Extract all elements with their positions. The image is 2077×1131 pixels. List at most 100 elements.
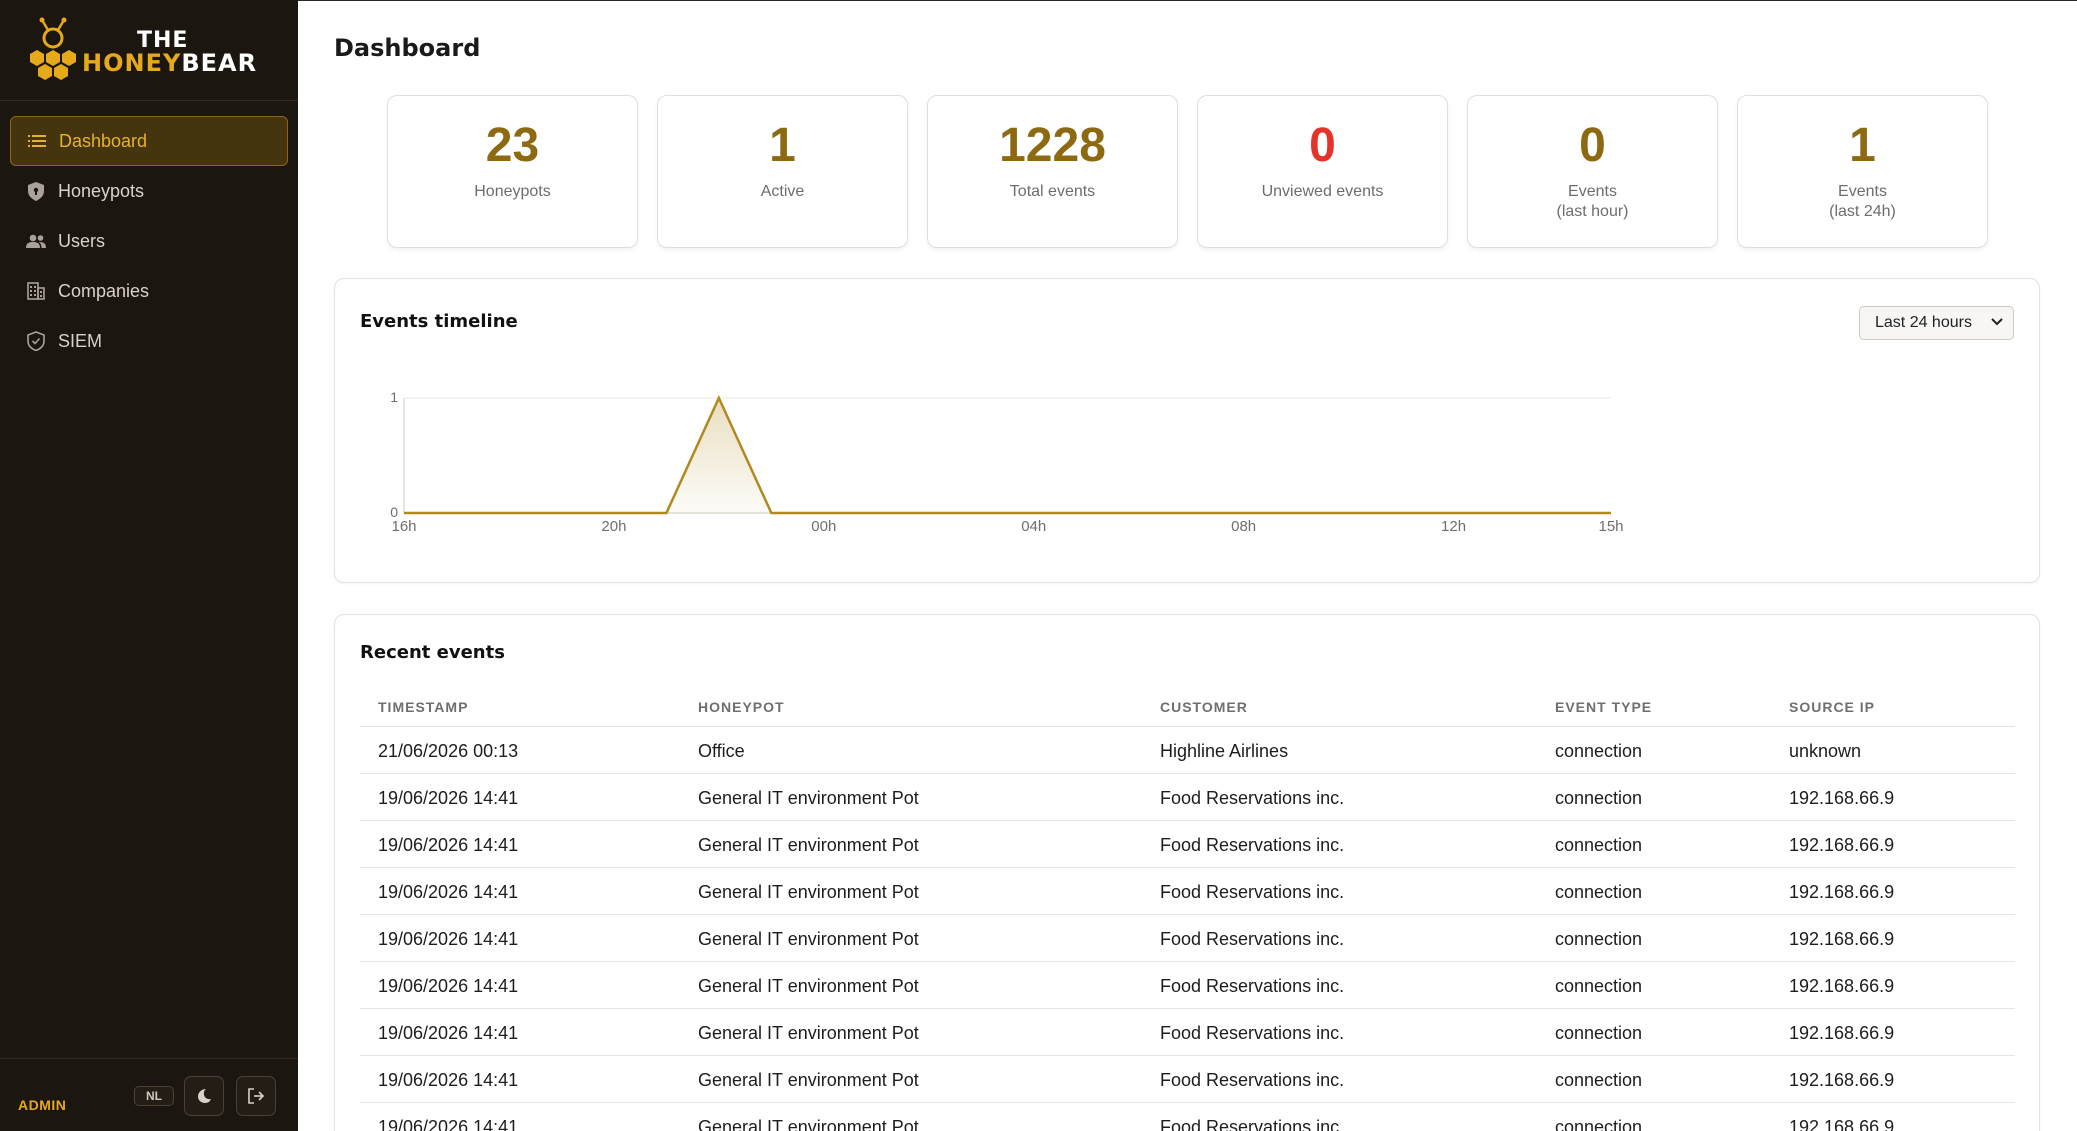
cell-event-type: connection <box>1555 1023 1643 1043</box>
sidebar-footer-divider <box>0 1058 298 1059</box>
y-tick-label: 1 <box>390 389 398 405</box>
column-header-source-ip[interactable]: SOURCE IP <box>1789 699 1876 715</box>
column-header-event-type[interactable]: EVENT TYPE <box>1555 699 1653 715</box>
column-header-customer[interactable]: CUSTOMER <box>1160 699 1248 715</box>
stat-value: 1 <box>769 119 796 172</box>
x-tick-label: 20h <box>601 518 626 535</box>
sidebar-item-label: Companies <box>58 280 150 301</box>
events-timeline-panel: Events timeline Last 24 hours 0 1 16h 20h 00… <box>334 278 2040 583</box>
series-area <box>404 398 1611 513</box>
stat-card-total-events: 1228 Total events <box>927 95 1178 248</box>
logout-button[interactable] <box>236 1076 276 1116</box>
shield-icon <box>26 181 46 201</box>
top-border <box>298 0 2077 1</box>
sidebar: THE HONEYBEAR Dashboard Honeypots Users <box>0 0 298 1131</box>
stat-card-honeypots: 23 Honeypots <box>387 95 638 248</box>
shield-check-icon <box>26 331 46 351</box>
stat-label: Honeypots <box>474 183 551 200</box>
cell-event-type: connection <box>1555 835 1643 855</box>
table-row[interactable]: 19/06/2026 14:41 General IT environment P… <box>360 868 2015 915</box>
table-row[interactable]: 19/06/2026 14:41 General IT environment P… <box>360 1009 2015 1056</box>
sidebar-item-siem[interactable]: SIEM <box>10 316 288 366</box>
user-role: ADMIN <box>18 1097 67 1113</box>
y-tick-label: 0 <box>390 504 398 520</box>
sidebar-divider <box>0 100 298 101</box>
x-tick-label: 16h <box>391 518 416 535</box>
stat-label: Active <box>760 183 805 200</box>
cell-timestamp: 19/06/2026 14:41 <box>378 882 519 902</box>
stat-label: Total events <box>1009 183 1096 200</box>
cell-customer: Food Reservations inc. <box>1160 976 1345 996</box>
cell-source-ip: 192.168.66.9 <box>1789 882 1895 902</box>
stats-row: 23 Honeypots 1 Active 1228 Total events … <box>387 95 1988 248</box>
cell-timestamp: 19/06/2026 14:41 <box>378 1117 519 1131</box>
brand[interactable]: THE HONEYBEAR <box>18 16 280 86</box>
language-toggle-button[interactable]: NL <box>134 1086 174 1106</box>
cell-event-type: connection <box>1555 1070 1643 1090</box>
brand-bear: BEAR <box>181 49 258 77</box>
x-tick-label: 15h <box>1598 518 1623 535</box>
cell-source-ip: 192.168.66.9 <box>1789 1023 1895 1043</box>
sidebar-nav: Dashboard Honeypots Users Companies SIEM <box>0 116 298 366</box>
list-icon <box>27 131 47 151</box>
cell-event-type: connection <box>1555 1117 1643 1131</box>
stat-value: 0 <box>1309 119 1336 172</box>
time-range-select[interactable]: Last 24 hours <box>1859 306 2014 340</box>
stat-value: 23 <box>485 119 540 172</box>
logout-icon <box>248 1088 265 1104</box>
timeline-title: Events timeline <box>360 311 518 332</box>
table-row[interactable]: 19/06/2026 14:41 General IT environment P… <box>360 774 2015 821</box>
series-line <box>404 394 1611 515</box>
table-row[interactable]: 19/06/2026 14:41 General IT environment P… <box>360 1056 2015 1103</box>
cell-customer: Food Reservations inc. <box>1160 1117 1345 1131</box>
theme-toggle-button[interactable] <box>184 1076 224 1116</box>
cell-timestamp: 19/06/2026 14:41 <box>378 976 519 996</box>
moon-icon <box>198 1089 211 1103</box>
x-tick-label: 00h <box>811 518 836 535</box>
table-row[interactable]: 19/06/2026 14:41 General IT environment P… <box>360 915 2015 962</box>
cell-event-type: connection <box>1555 741 1643 761</box>
cell-customer: Food Reservations inc. <box>1160 929 1345 949</box>
sidebar-item-label: SIEM <box>58 330 103 351</box>
cell-honeypot: Office <box>698 741 745 761</box>
cell-source-ip: 192.168.66.9 <box>1789 835 1895 855</box>
cell-event-type: connection <box>1555 788 1643 808</box>
x-tick-label: 04h <box>1021 518 1046 535</box>
sidebar-item-companies[interactable]: Companies <box>10 266 288 316</box>
table-row[interactable]: 19/06/2026 14:41 General IT environment P… <box>360 1103 2015 1131</box>
cell-timestamp: 19/06/2026 14:41 <box>378 835 519 855</box>
column-header-timestamp[interactable]: TIMESTAMP <box>378 699 469 715</box>
page-title: Dashboard <box>334 34 481 62</box>
stat-value: 1 <box>1849 119 1876 172</box>
cell-honeypot: General IT environment Pot <box>698 882 919 902</box>
table-row[interactable]: 21/06/2026 00:13 Office Highline Airlines c… <box>360 727 2015 774</box>
timeline-chart: 0 1 16h 20h 00h 04h 08h 12h 15h <box>390 389 1623 535</box>
recent-events-title: Recent events <box>360 642 505 663</box>
sidebar-item-honeypots[interactable]: Honeypots <box>10 166 288 216</box>
sidebar-item-dashboard[interactable]: Dashboard <box>10 116 288 166</box>
table-row[interactable]: 19/06/2026 14:41 General IT environment P… <box>360 821 2015 868</box>
brand-name: THE HONEYBEAR <box>82 30 257 77</box>
sidebar-item-users[interactable]: Users <box>10 216 288 266</box>
cell-customer: Food Reservations inc. <box>1160 882 1345 902</box>
stat-card-events-last-hour: 0 Events (last hour) <box>1467 95 1718 248</box>
bee-logo-icon <box>30 17 76 80</box>
recent-events-table: TIMESTAMP HONEYPOT CUSTOMER EVENT TYPE S… <box>360 685 2015 1131</box>
cell-source-ip: 192.168.66.9 <box>1789 1070 1895 1090</box>
column-header-honeypot[interactable]: HONEYPOT <box>698 699 785 715</box>
cell-honeypot: General IT environment Pot <box>698 835 919 855</box>
stat-label: Events (last 24h) <box>1829 183 1896 220</box>
table-row[interactable]: 19/06/2026 14:41 General IT environment P… <box>360 962 2015 1009</box>
cell-customer: Food Reservations inc. <box>1160 1070 1345 1090</box>
cell-event-type: connection <box>1555 976 1643 996</box>
x-tick-label: 08h <box>1231 518 1256 535</box>
table-header: TIMESTAMP HONEYPOT CUSTOMER EVENT TYPE S… <box>360 685 2015 727</box>
cell-honeypot: General IT environment Pot <box>698 1117 919 1131</box>
cell-honeypot: General IT environment Pot <box>698 1070 919 1090</box>
cell-honeypot: General IT environment Pot <box>698 929 919 949</box>
stat-card-unviewed-events: 0 Unviewed events <box>1197 95 1448 248</box>
stat-value: 1228 <box>999 119 1106 172</box>
cell-timestamp: 19/06/2026 14:41 <box>378 929 519 949</box>
sidebar-item-label: Honeypots <box>58 180 145 201</box>
cell-source-ip: 192.168.66.9 <box>1789 929 1895 949</box>
